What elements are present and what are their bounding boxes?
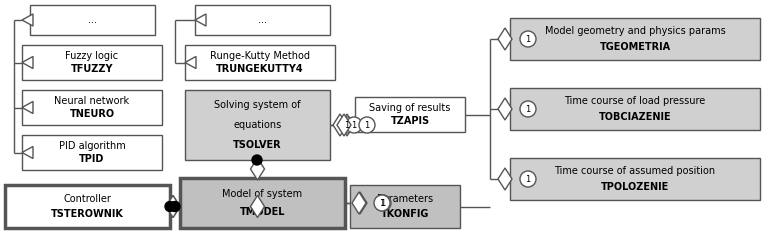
Text: TZAPIS: TZAPIS [391, 116, 430, 126]
Text: Controller: Controller [64, 194, 112, 204]
Bar [22, 45, 162, 80]
Text: Model of system: Model of system [222, 189, 302, 199]
Circle shape [170, 202, 180, 212]
Polygon shape [166, 195, 180, 218]
Text: TMODEL: TMODEL [240, 207, 285, 217]
Bar [185, 45, 335, 80]
Text: equations: equations [233, 120, 281, 130]
Polygon shape [251, 195, 265, 218]
Text: ...: ... [258, 15, 267, 25]
Text: TSOLVER: TSOLVER [233, 140, 281, 150]
Bar [180, 178, 345, 228]
Bar [185, 90, 330, 160]
Text: PID algorithm: PID algorithm [58, 141, 125, 151]
Text: Time course of load pressure: Time course of load pressure [564, 96, 706, 106]
Circle shape [520, 101, 536, 117]
Text: 1: 1 [351, 120, 357, 129]
Polygon shape [352, 192, 366, 214]
Polygon shape [498, 98, 512, 120]
Text: Solving system of: Solving system of [215, 100, 301, 110]
Polygon shape [333, 114, 347, 136]
Circle shape [374, 195, 390, 211]
Text: 1: 1 [525, 174, 531, 183]
Text: TSTEROWNIK: TSTEROWNIK [51, 209, 124, 219]
Polygon shape [22, 146, 33, 159]
Text: 1: 1 [379, 198, 384, 208]
Text: Saving of results: Saving of results [369, 103, 451, 113]
Text: 1: 1 [345, 120, 350, 129]
Polygon shape [340, 114, 354, 136]
Text: Model geometry and physics params: Model geometry and physics params [544, 26, 725, 36]
Text: TNEURO: TNEURO [69, 109, 115, 119]
Polygon shape [166, 195, 180, 218]
Bar [195, 5, 330, 35]
Bar [350, 185, 460, 228]
Polygon shape [251, 158, 265, 180]
Circle shape [375, 195, 391, 211]
Bar [510, 88, 760, 130]
Text: 1: 1 [525, 35, 531, 44]
Text: TFUZZY: TFUZZY [71, 64, 113, 74]
Polygon shape [185, 56, 196, 69]
Circle shape [520, 31, 536, 47]
Polygon shape [353, 192, 367, 214]
Text: Fuzzy logic: Fuzzy logic [65, 51, 118, 61]
Polygon shape [22, 14, 33, 26]
Bar [355, 97, 465, 132]
Text: TOBCIAZENIE: TOBCIAZENIE [599, 112, 671, 122]
Circle shape [359, 117, 375, 133]
Text: 1: 1 [381, 198, 385, 208]
Text: Time course of assumed position: Time course of assumed position [554, 166, 716, 176]
Polygon shape [22, 101, 33, 114]
Polygon shape [195, 14, 206, 26]
Bar [22, 90, 162, 125]
Bar [30, 5, 155, 35]
Polygon shape [498, 28, 512, 50]
Circle shape [520, 171, 536, 187]
Polygon shape [498, 168, 512, 190]
Text: TGEOMETRIA: TGEOMETRIA [600, 42, 671, 52]
Text: TPOLOZENIE: TPOLOZENIE [601, 182, 669, 192]
Polygon shape [337, 114, 351, 136]
Circle shape [252, 155, 262, 165]
Text: Parameters: Parameters [377, 194, 433, 204]
Circle shape [339, 117, 355, 133]
Circle shape [346, 117, 362, 133]
Text: 1: 1 [365, 120, 370, 129]
Bar [22, 135, 162, 170]
Polygon shape [22, 56, 33, 69]
Text: Runge-Kutty Method: Runge-Kutty Method [210, 51, 310, 61]
Text: TRUNGEKUTTY4: TRUNGEKUTTY4 [216, 64, 304, 74]
Text: TPID: TPID [79, 154, 105, 164]
Bar [5, 185, 170, 228]
Circle shape [165, 202, 175, 212]
Bar [510, 158, 760, 200]
Text: ...: ... [88, 15, 97, 25]
Text: TKONFIG: TKONFIG [381, 209, 429, 219]
Text: Neural network: Neural network [55, 96, 129, 106]
Text: 1: 1 [525, 104, 531, 114]
Bar [510, 18, 760, 60]
